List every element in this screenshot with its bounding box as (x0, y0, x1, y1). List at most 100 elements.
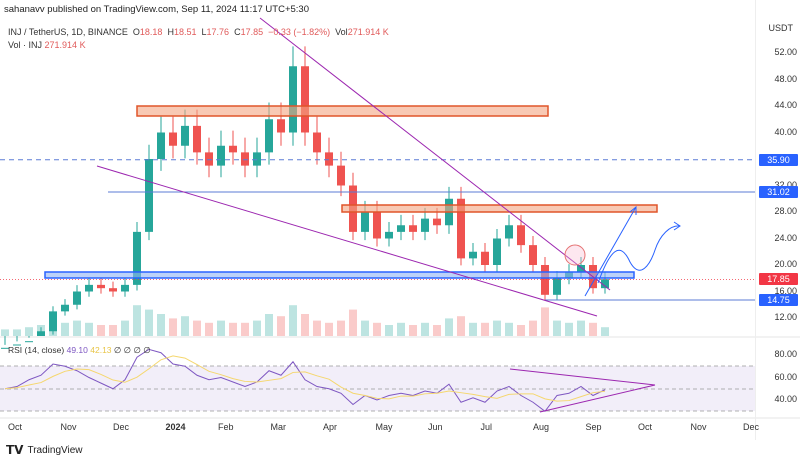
path-arrow-head-icon (673, 221, 681, 231)
tv-logo-icon: 𝗧𝗩 (6, 443, 24, 457)
candle (433, 218, 441, 226)
candle (121, 284, 129, 292)
candle (253, 152, 261, 166)
candle (85, 284, 93, 292)
candle (193, 125, 201, 153)
volume-bar (505, 322, 513, 336)
time-tick: Oct (8, 422, 23, 432)
candle (337, 165, 345, 186)
price-tick: 32.00 (774, 179, 797, 190)
candle (481, 251, 489, 265)
volume-bar (337, 320, 345, 336)
candle (205, 152, 213, 166)
rsi-line (4, 348, 606, 412)
price-tick: 28.00 (774, 206, 797, 216)
volume-bar (265, 314, 273, 336)
candle (25, 341, 33, 343)
vol-indicator-label[interactable]: Vol · INJ (8, 40, 43, 50)
descending-trendline-upper[interactable] (259, 17, 611, 291)
candle (409, 225, 417, 232)
resistance-zone-upper[interactable] (136, 105, 549, 117)
volume-bar (565, 322, 573, 336)
volume-bar (373, 322, 381, 336)
tradingview-logo[interactable]: 𝗧𝗩 TradingView (6, 443, 83, 457)
volume-bar (241, 322, 249, 336)
low-label: L (201, 27, 207, 37)
high-label: H (167, 27, 174, 37)
time-tick: Oct (638, 422, 653, 432)
symbol[interactable]: INJ / TetherUS, 1D, BINANCE (8, 27, 128, 37)
price-tick: 24.00 (774, 232, 797, 243)
close-label: C (234, 27, 241, 37)
support-zone[interactable] (44, 271, 635, 279)
volume-bar (577, 320, 585, 336)
price-tick: 20.00 (774, 259, 797, 269)
candle (109, 288, 117, 292)
rsi-trendline-upper[interactable] (509, 368, 656, 386)
arrow-head-icon (629, 205, 637, 215)
candles (1, 46, 609, 349)
time-tick: Nov (690, 422, 707, 432)
price-tag: 17.85 (759, 273, 798, 286)
volume-bar (133, 305, 141, 336)
time-tick: Apr (323, 422, 338, 432)
published-info: sahanavv published on TradingView.com, S… (4, 4, 309, 15)
volume-bar (97, 325, 105, 336)
volume-bar (313, 320, 321, 336)
candle (373, 212, 381, 239)
volume-bar (145, 309, 153, 336)
projection-arrow[interactable] (584, 206, 637, 297)
volume-bar (553, 320, 561, 336)
time-tick: Sep (585, 422, 602, 432)
high-value: 18.51 (173, 27, 197, 37)
candle (157, 132, 165, 159)
candle (529, 245, 537, 265)
projection-path[interactable] (597, 225, 681, 284)
candle (601, 279, 609, 289)
candle (541, 265, 549, 295)
volume-bar (1, 329, 9, 336)
vol-indicator-value: 271.914 K (44, 40, 86, 50)
volume-bar (169, 318, 177, 336)
candle (505, 225, 513, 239)
time-tick: Jun (428, 422, 443, 432)
candle (1, 347, 9, 349)
candle (277, 119, 285, 133)
volume-bar (445, 318, 453, 336)
volume-bar (601, 327, 609, 336)
candle (301, 66, 309, 133)
candle (385, 231, 393, 239)
volume-bar (397, 322, 405, 336)
volume-bar (205, 322, 213, 336)
candle (313, 132, 321, 153)
candle (229, 145, 237, 153)
open-label: O (132, 27, 140, 37)
volume-bar (289, 305, 297, 336)
highlight-circle[interactable] (564, 244, 586, 266)
rsi-legend[interactable]: RSI (14, close) 49.10 42.13 ∅ ∅ ∅ ∅ (8, 345, 151, 356)
rsi-label: RSI (14, close) (8, 345, 65, 355)
volume-bar (529, 320, 537, 336)
rsi-band (0, 366, 755, 411)
volume-bar (181, 316, 189, 336)
volume-bar (193, 320, 201, 336)
candle (289, 66, 297, 133)
descending-trendline-lower[interactable] (96, 165, 598, 317)
time-tick: 2024 (165, 422, 186, 432)
resistance-zone-mid[interactable] (341, 204, 658, 213)
candle (61, 304, 69, 312)
volume-bar (25, 327, 33, 336)
volume-bar (229, 322, 237, 336)
low-value: 17.76 (206, 27, 230, 37)
price-axis[interactable]: USDT 52.00 48.00 44.00 40.00 32.00 28.00 24.00… (755, 0, 800, 440)
candle (145, 159, 153, 232)
volume-bar (385, 325, 393, 336)
volume-bar (493, 320, 501, 336)
price-tag: 31.02 (759, 185, 798, 198)
currency-label[interactable]: USDT (768, 23, 794, 33)
volume-bar (13, 329, 21, 336)
time-tick: Jul (480, 422, 493, 432)
volume-bars (1, 305, 609, 336)
rsi-trendline-lower[interactable] (539, 384, 656, 413)
